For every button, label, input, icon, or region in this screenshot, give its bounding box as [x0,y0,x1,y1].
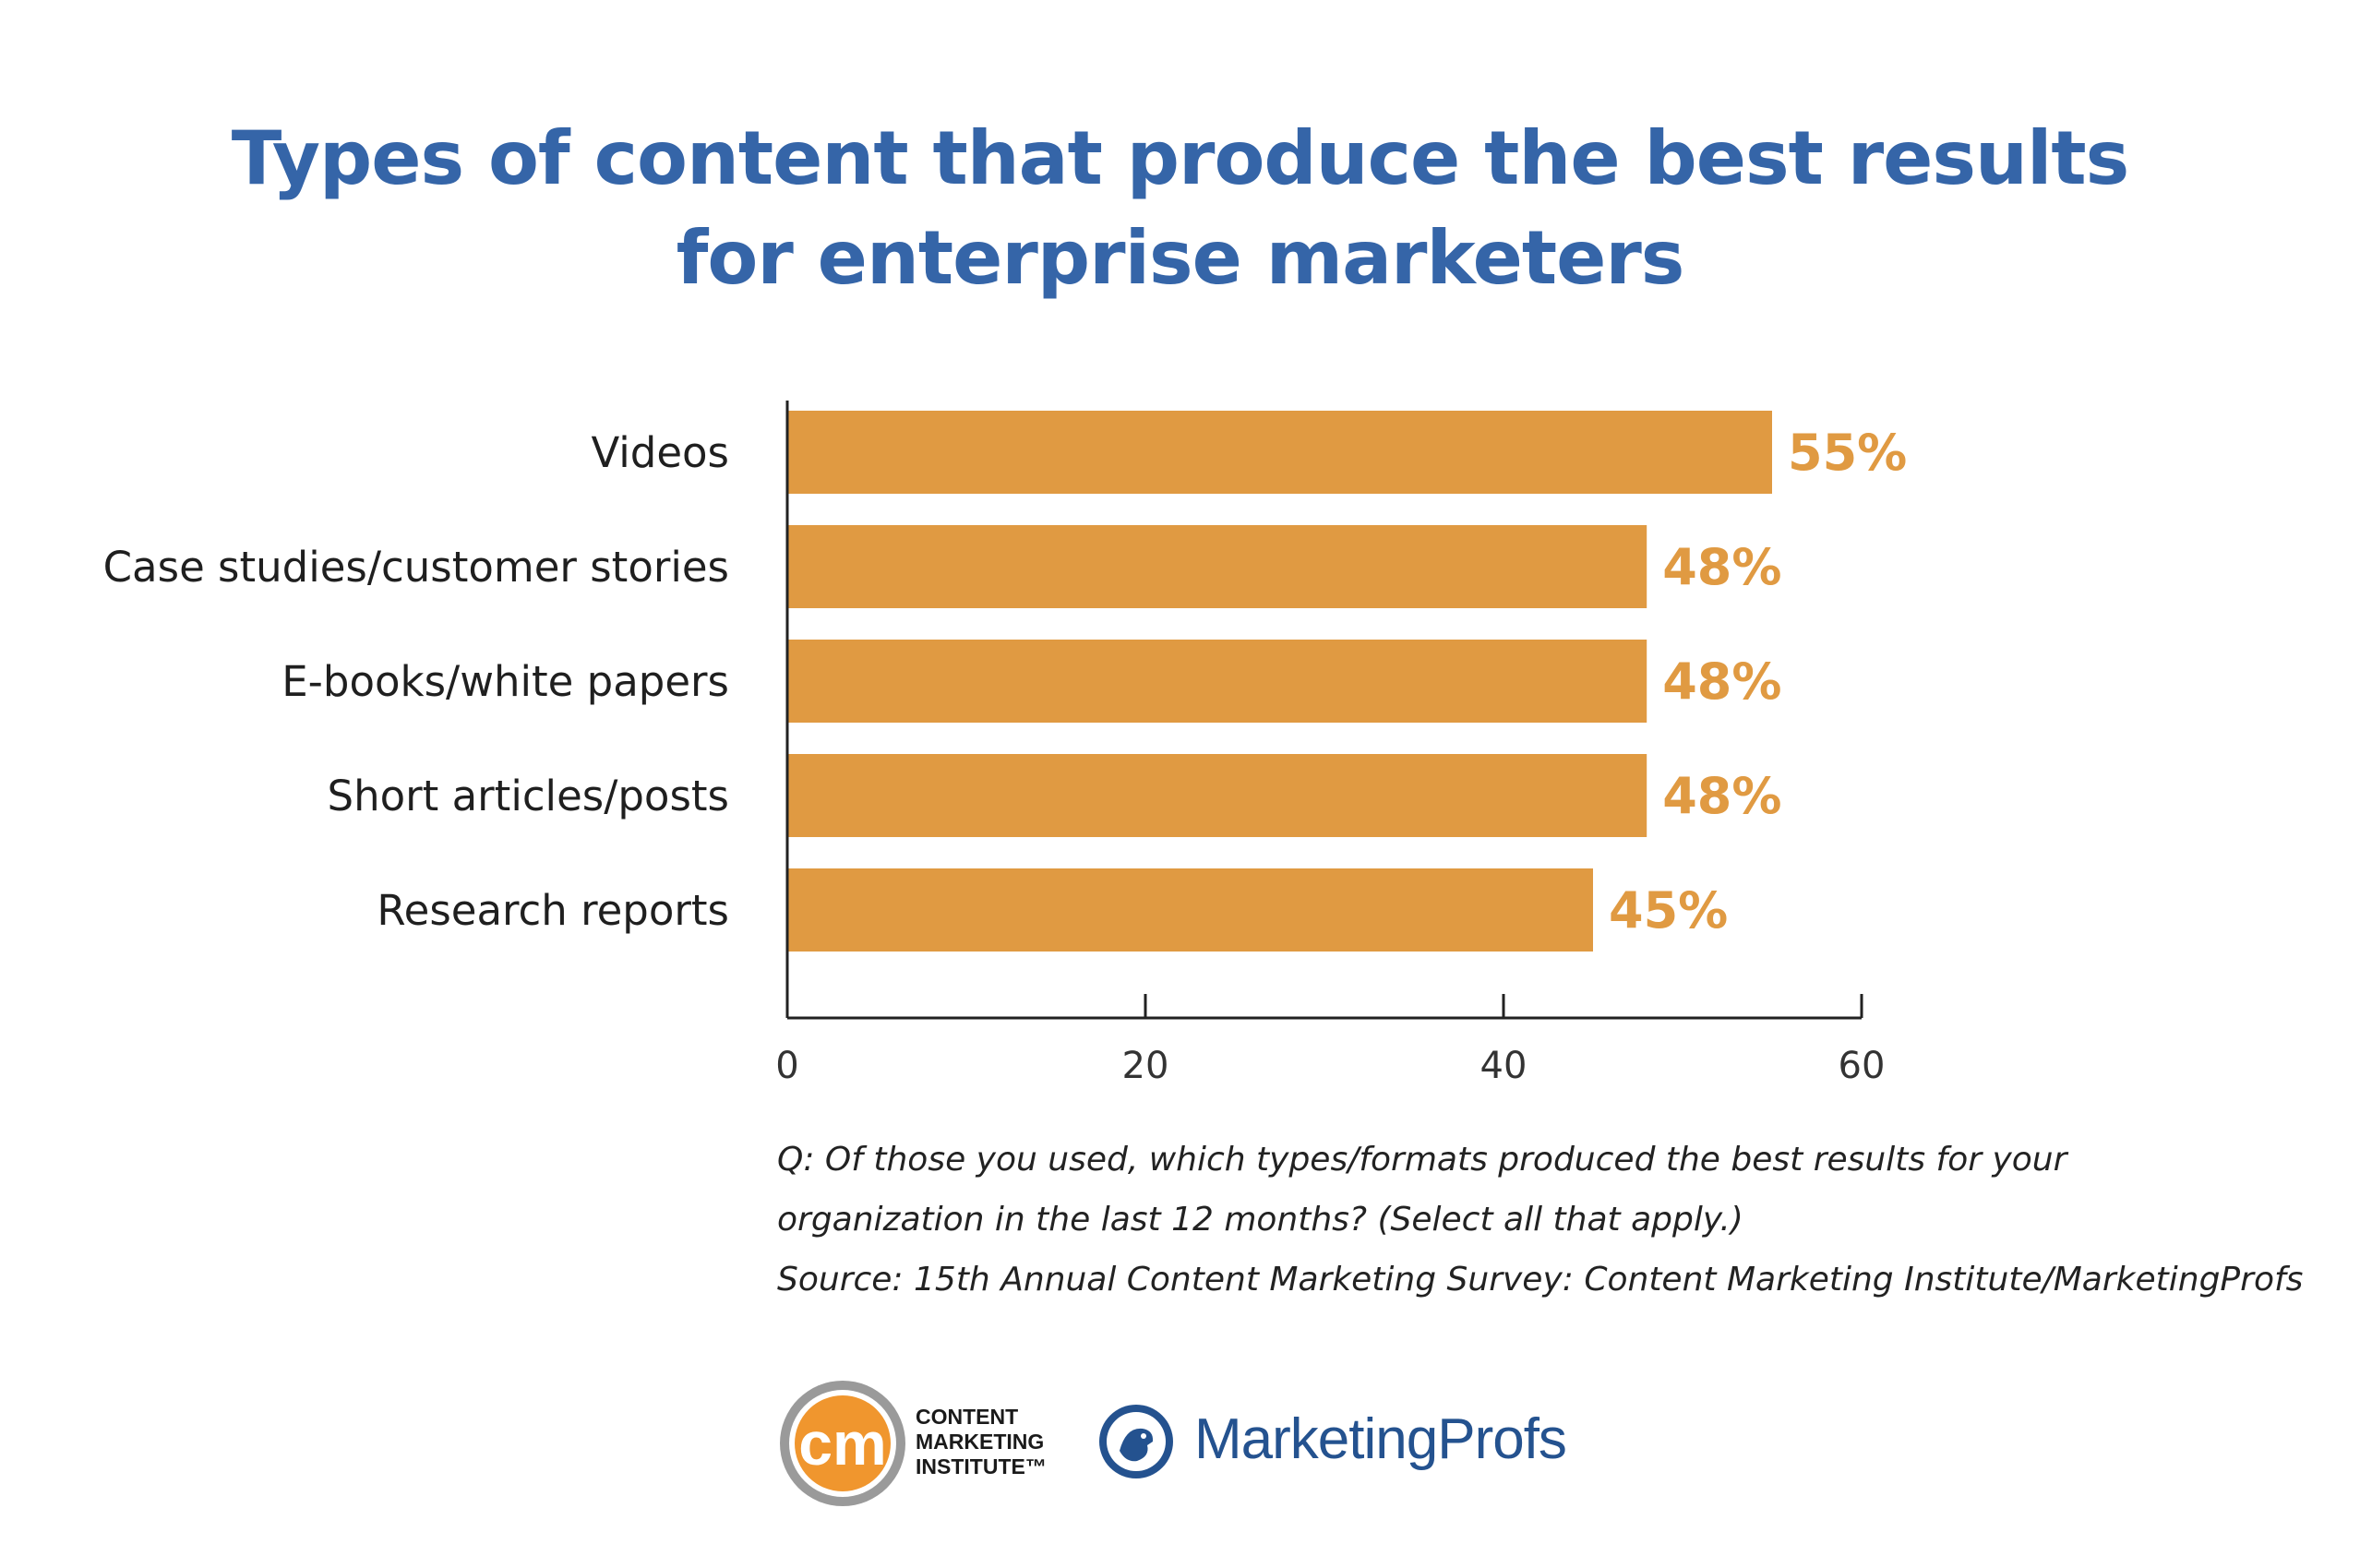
cmi-logo-line-2: MARKETING [916,1430,1045,1454]
bars-layer: Videos 55% Case studies/customer stories 48… [103,411,1907,952]
cmi-logo-letters: cm [798,1409,886,1478]
source-note: Source: 15th Annual Content Marketing Su… [777,1261,2304,1299]
value-label-5: 45% [1609,881,1728,940]
cmi-logo-line-1: CONTENT [916,1405,1019,1429]
chart-title-line-2: for enterprise marketers [676,215,1685,301]
bar-5 [787,868,1593,952]
bar-4 [787,754,1647,837]
question-line-1: Q: Of those you used, which types/format… [777,1141,2067,1179]
category-label-2: Case studies/customer stories [103,543,729,592]
category-label-1: Videos [591,428,729,477]
category-label-3: E-books/white papers [282,657,729,706]
cmi-logo-line-3: INSTITUTE™ [916,1454,1047,1478]
category-label-4: Short articles/posts [328,772,729,820]
chart-title-line-1: Types of content that produce the best r… [231,115,2130,201]
cmi-logo-text: CONTENT MARKETING INSTITUTE™ [916,1405,1047,1479]
bar-1 [787,411,1772,494]
value-label-2: 48% [1662,538,1781,596]
bar-3 [787,640,1647,723]
x-tick-label-3: 40 [1480,1045,1527,1087]
question-line-2: organization in the last 12 months? (Sel… [777,1201,1743,1239]
bar-2 [787,525,1647,608]
x-tick-label-4: 60 [1839,1045,1886,1087]
category-label-5: Research reports [377,886,729,935]
value-label-1: 55% [1788,424,1907,482]
marketingprofs-logo-text: MarketingProfs [1194,1407,1567,1471]
ticks-layer: 0 20 40 60 [775,994,1885,1087]
bar-chart: Videos 55% Case studies/customer stories 48… [103,401,1907,1087]
x-tick-label-1: 0 [775,1045,798,1087]
value-label-4: 48% [1662,767,1781,825]
axes-layer [785,401,1862,1020]
value-label-3: 48% [1662,652,1781,711]
marketingprofs-logo-icon [1099,1405,1173,1478]
cmi-logo-mark: cm [780,1381,905,1506]
x-tick-label-2: 20 [1122,1045,1169,1087]
chart-title: Types of content that produce the best r… [0,109,2360,308]
